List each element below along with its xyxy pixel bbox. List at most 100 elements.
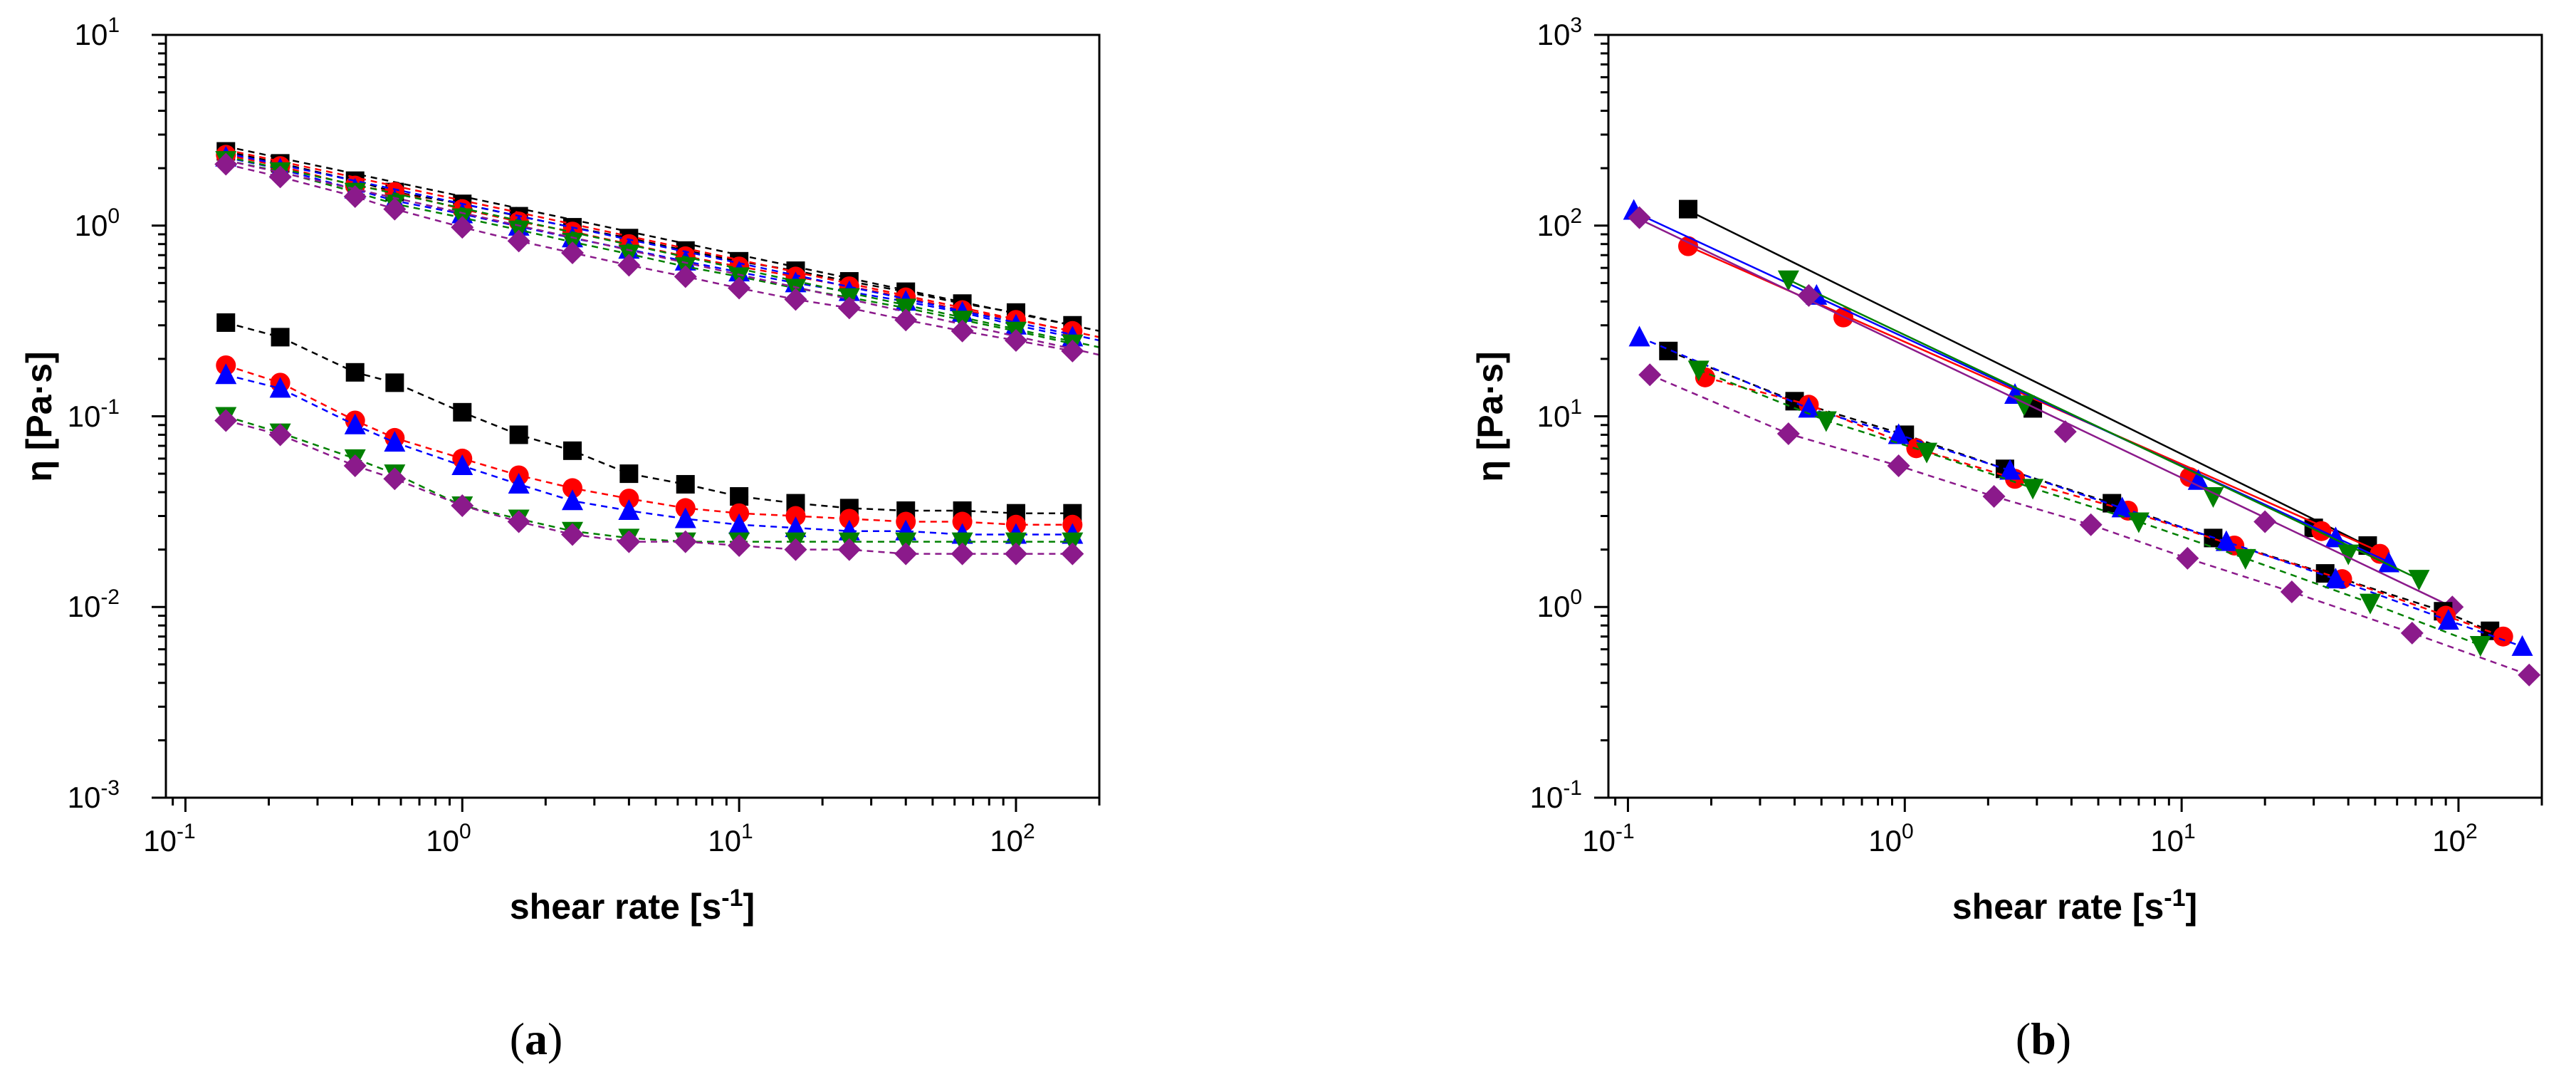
- panel-a-plot-content: [214, 142, 1100, 566]
- data-point: [453, 402, 472, 422]
- panel-b-x-tick-label: 101: [2150, 820, 2195, 858]
- series-8: [1687, 360, 2491, 657]
- series-line: [225, 415, 1073, 543]
- data-point: [617, 254, 641, 277]
- panel-b-label: (b): [2016, 1013, 2071, 1064]
- data-point: [674, 530, 697, 553]
- series-4: [214, 152, 1100, 363]
- series-line: [225, 150, 1073, 326]
- data-point: [952, 511, 973, 532]
- data-point: [728, 533, 751, 557]
- data-point: [1982, 485, 2006, 509]
- data-point: [561, 523, 585, 546]
- series-line: [225, 374, 1073, 536]
- data-point: [562, 489, 584, 511]
- series-line: [1639, 336, 2523, 648]
- panel-b-x-axis-title: shear rate [s-1]: [1952, 885, 2197, 927]
- series-6: [216, 355, 1083, 535]
- data-point: [674, 265, 697, 288]
- data-point: [1061, 542, 1084, 566]
- data-point: [384, 431, 406, 452]
- data-point: [2437, 609, 2459, 630]
- series-line: [226, 156, 1073, 338]
- data-point: [2511, 635, 2533, 656]
- data-point: [451, 454, 473, 476]
- panel-a-x-tick-label: 102: [990, 820, 1035, 858]
- data-point: [562, 478, 583, 499]
- data-point: [676, 474, 695, 494]
- data-point: [1679, 199, 1698, 219]
- data-point: [2337, 544, 2360, 566]
- data-point: [268, 165, 292, 189]
- fit-line: [225, 155, 1100, 348]
- data-point: [216, 313, 236, 332]
- data-point: [1777, 270, 1799, 291]
- data-point: [1659, 341, 1678, 360]
- panel-a-y-tick-label: 101: [75, 14, 120, 51]
- data-point: [1916, 442, 1938, 464]
- data-point: [1628, 206, 1651, 229]
- panel-a-x-tick-label: 100: [426, 820, 471, 858]
- data-point: [561, 241, 585, 264]
- data-point: [344, 413, 366, 434]
- fit-line: [226, 152, 1100, 342]
- data-point: [674, 507, 696, 528]
- series-7: [215, 363, 1084, 544]
- panel-a-y-tick-label: 10-1: [68, 395, 120, 433]
- series-9: [214, 409, 1084, 566]
- data-point: [509, 425, 528, 444]
- panel-b-y-tick-label: 10-1: [1530, 776, 1582, 814]
- data-point: [2518, 663, 2541, 687]
- data-point: [730, 487, 749, 506]
- panel-a-x-axis-title: shear rate [s-1]: [510, 885, 755, 927]
- panel-b-y-tick-label: 103: [1537, 14, 1582, 51]
- series-4: [1628, 206, 2464, 619]
- fit-line: [1633, 211, 2392, 564]
- data-point: [894, 542, 918, 566]
- panel-b-x-tick-label: 100: [1868, 820, 1913, 858]
- data-point: [784, 538, 807, 561]
- series-7: [1628, 325, 2533, 656]
- data-point: [2111, 496, 2133, 518]
- data-point: [729, 503, 750, 523]
- data-point: [728, 276, 751, 300]
- data-point: [2325, 568, 2347, 589]
- data-point: [2280, 580, 2303, 604]
- fit-line: [1639, 218, 2453, 608]
- panel-a: 10-1 100 101 102 10-3 10-2 10-1 100 101 …: [19, 14, 1101, 1064]
- fit-line: [225, 159, 1100, 356]
- panel-b-x-tick-label: 10-1: [1582, 820, 1634, 858]
- series-8: [215, 407, 1084, 553]
- data-point: [2202, 487, 2224, 509]
- data-point: [1815, 411, 1837, 432]
- data-point: [839, 509, 859, 529]
- series-9: [1638, 363, 2541, 687]
- data-point: [345, 363, 365, 382]
- data-point: [2360, 593, 2382, 615]
- data-point: [214, 409, 238, 432]
- panel-a-y-axis-title: η [Pa·s]: [19, 351, 59, 481]
- panel-a-x-tick-label: 101: [708, 820, 753, 858]
- data-point: [383, 197, 407, 221]
- data-point: [563, 441, 582, 460]
- data-point: [2400, 621, 2424, 645]
- data-point: [894, 308, 918, 332]
- data-point: [214, 152, 238, 176]
- panel-a-x-tick-label: 10-1: [143, 820, 195, 858]
- series-line: [226, 159, 1073, 345]
- series-3: [1777, 270, 2430, 591]
- data-point: [951, 542, 974, 566]
- data-point: [1004, 542, 1027, 566]
- series-5: [216, 313, 1082, 523]
- panel-b-y-tick-label: 100: [1537, 585, 1582, 623]
- data-point: [451, 494, 474, 517]
- data-point: [785, 506, 806, 526]
- data-point: [451, 216, 474, 239]
- data-point: [268, 423, 292, 447]
- data-point: [385, 373, 404, 392]
- panel-b-x-tick-label: 102: [2432, 820, 2477, 858]
- data-point: [1999, 459, 2021, 480]
- data-point: [343, 454, 367, 478]
- data-point: [951, 319, 974, 343]
- series-0: [1679, 199, 2377, 555]
